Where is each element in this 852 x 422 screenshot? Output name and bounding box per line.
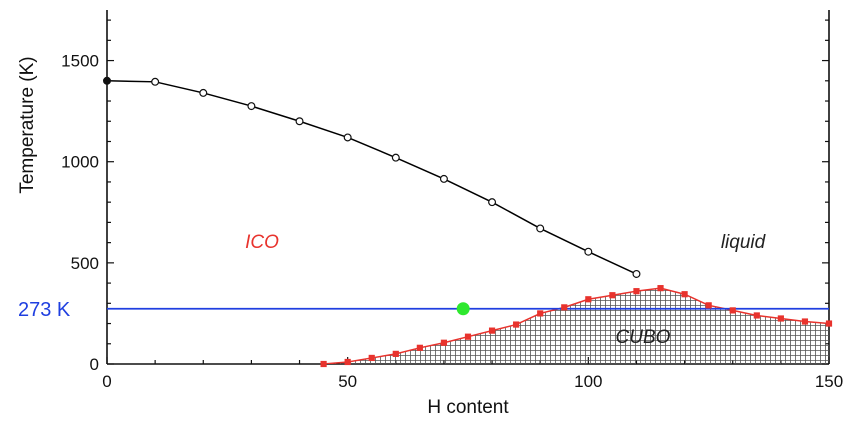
data-point bbox=[609, 292, 616, 299]
highlight-point bbox=[456, 302, 470, 316]
y-tick-label: 0 bbox=[90, 355, 99, 374]
data-point bbox=[464, 333, 472, 340]
data-point bbox=[536, 224, 545, 233]
data-point bbox=[777, 315, 784, 322]
data-point bbox=[753, 312, 760, 319]
data-point bbox=[585, 296, 592, 303]
y-tick-label: 1500 bbox=[61, 52, 99, 71]
region-label-ico: ICO bbox=[245, 232, 279, 253]
x-tick-label: 150 bbox=[815, 372, 843, 391]
x-axis-title: H content bbox=[427, 397, 509, 418]
data-point bbox=[391, 153, 400, 162]
data-point bbox=[632, 269, 641, 278]
x-tick-label: 100 bbox=[574, 372, 602, 391]
data-point bbox=[344, 358, 351, 366]
data-point bbox=[295, 117, 304, 126]
reference-line-label: 273 K bbox=[18, 299, 71, 321]
y-tick-label: 1000 bbox=[61, 153, 99, 172]
data-point bbox=[199, 88, 208, 97]
data-point bbox=[320, 360, 327, 368]
data-point bbox=[368, 354, 375, 362]
ico-liquid-boundary-line bbox=[107, 80, 637, 275]
x-tick-label: 0 bbox=[102, 372, 111, 391]
data-point bbox=[440, 339, 448, 346]
region-label-liquid: liquid bbox=[721, 232, 767, 253]
data-point bbox=[488, 327, 496, 334]
x-tick-label: 50 bbox=[338, 372, 357, 391]
data-point bbox=[801, 318, 809, 325]
cubo-boundary-line bbox=[323, 287, 829, 364]
data-point bbox=[416, 344, 423, 351]
data-point bbox=[439, 174, 448, 183]
data-point bbox=[392, 350, 399, 357]
data-point bbox=[633, 288, 640, 295]
data-point bbox=[825, 320, 833, 327]
data-point bbox=[705, 302, 712, 309]
data-point bbox=[151, 77, 160, 86]
data-point bbox=[513, 321, 520, 328]
y-axis-title: Temperature (K) bbox=[17, 56, 38, 193]
data-point bbox=[102, 76, 111, 85]
cubo-region-hatch bbox=[323, 288, 829, 364]
data-point bbox=[247, 102, 256, 111]
data-point bbox=[537, 310, 544, 317]
data-point bbox=[584, 247, 593, 256]
data-point bbox=[343, 133, 352, 142]
data-point bbox=[488, 198, 497, 207]
data-point bbox=[657, 285, 664, 292]
data-point bbox=[729, 307, 736, 314]
data-point bbox=[561, 304, 568, 311]
y-tick-label: 500 bbox=[71, 254, 99, 273]
region-label-cubo: CUBO bbox=[616, 327, 671, 348]
data-point bbox=[681, 291, 688, 298]
